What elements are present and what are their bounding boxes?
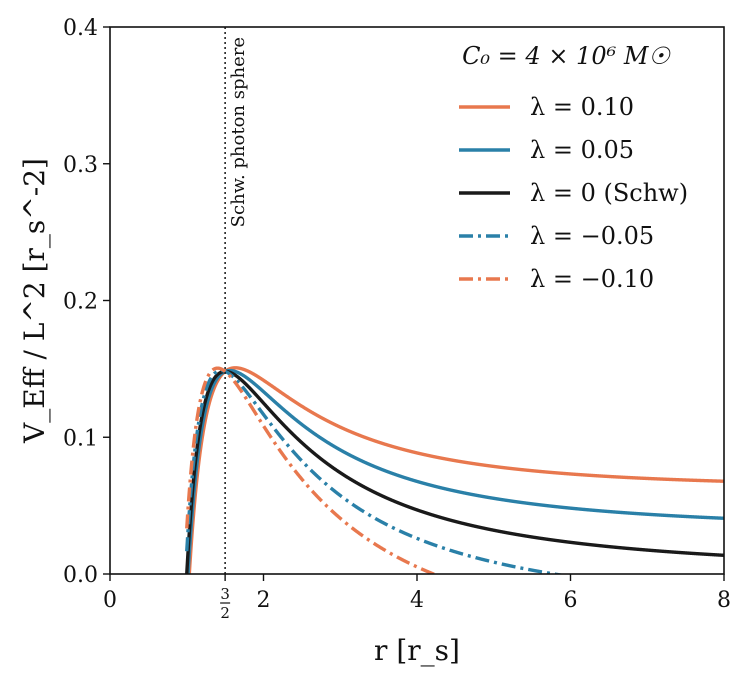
legend-label-2: λ = 0.05 [530,136,634,164]
x-tick-label: 2 [257,588,271,613]
x-tick-fraction-denominator: 2 [220,604,230,622]
legend-title: C₀ = 4 × 10⁶ M☉ [462,42,671,70]
y-tick-label: 0.4 [63,16,98,41]
series-line-5 [185,366,439,574]
y-tick-label: 0.1 [63,426,98,451]
y-tick-label: 0.0 [63,563,98,588]
legend-label-4: λ = −0.05 [530,222,654,250]
x-tick-label: 4 [410,588,424,613]
series-line-2 [186,368,724,574]
series-line-3 [185,369,724,574]
legend-label-1: λ = 0.10 [530,93,634,121]
series-line-4 [185,368,566,574]
y-axis-label-text: V_Eff / L^2 [r_s^-2] [18,158,51,444]
x-tick-label: 6 [564,588,578,613]
photon-sphere-label: Schw. photon sphere [228,37,249,227]
series-line-1 [187,366,724,574]
y-axis-label: V_Eff / L^2 [r_s^-2] [18,158,51,444]
x-tick-fraction-numerator: 3 [220,585,230,603]
x-tick-label: 8 [717,588,731,613]
legend: C₀ = 4 × 10⁶ M☉ λ = 0.10 λ = 0.05 λ = 0 (Sc… [459,42,688,293]
x-axis-label-text: r [r_s] [374,634,460,667]
y-tick-label: 0.2 [63,290,98,315]
x-axis-label: r [r_s] [374,634,460,667]
legend-label-5: λ = −0.10 [530,265,654,293]
x-tick-label: 0 [103,588,117,613]
legend-label-3: λ = 0 (Schw) [530,179,688,207]
y-tick-label: 0.3 [63,153,98,178]
